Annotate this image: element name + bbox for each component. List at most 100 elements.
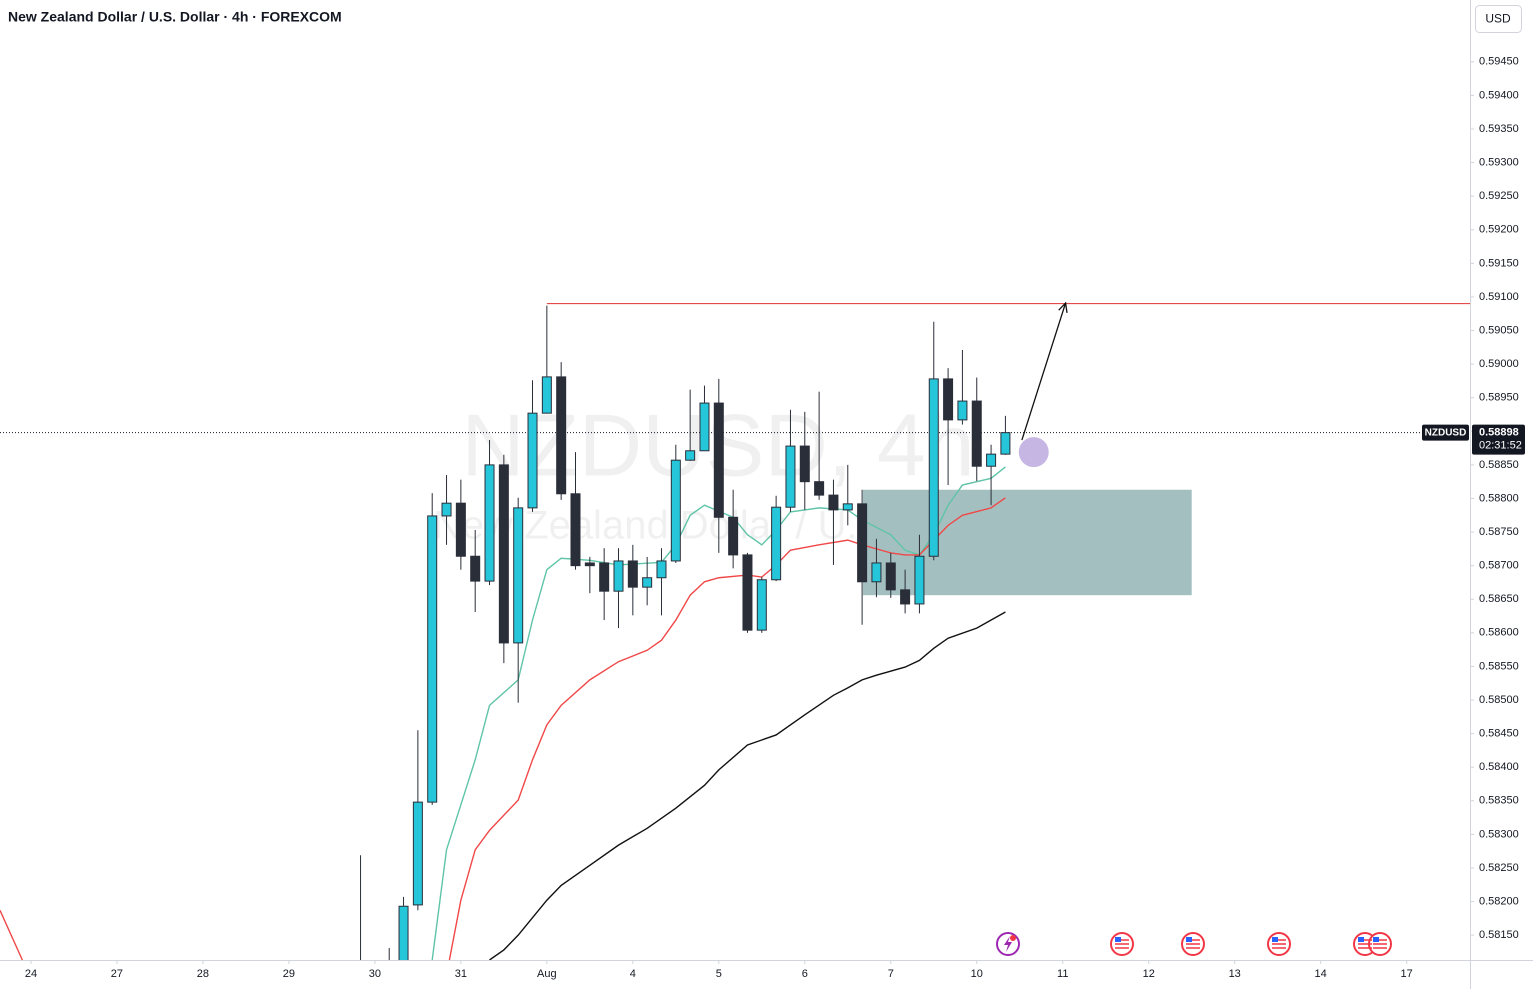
x-tick-label: 12: [1143, 968, 1155, 980]
chart-title: New Zealand Dollar / U.S. Dollar · 4h · …: [8, 9, 342, 25]
candle-body: [771, 506, 782, 581]
symbol-tag: [1422, 424, 1469, 441]
last-price-tag: [1472, 424, 1525, 455]
candle-body: [885, 562, 896, 591]
x-tick-label: 31: [455, 968, 467, 980]
x-tick-label: 27: [111, 968, 123, 980]
candle-body: [728, 516, 739, 556]
x-tick-label: 13: [1229, 968, 1241, 980]
candle-body: [427, 515, 438, 803]
x-tick-label: 4: [630, 968, 636, 980]
candle-body: [527, 412, 538, 509]
candle-body: [957, 400, 968, 421]
x-tick-label: 30: [369, 968, 381, 980]
candle-body: [642, 577, 653, 588]
event-badge: [1010, 935, 1016, 941]
last-price-label: 0.58898: [1479, 427, 1519, 439]
y-tick-label: 0.58250: [1479, 862, 1519, 874]
arrow-head: [1058, 301, 1068, 313]
x-tick-label: 5: [716, 968, 722, 980]
y-tick-label: 0.59000: [1479, 358, 1519, 370]
currency-button-frame[interactable]: [1475, 5, 1522, 33]
x-tick-label: 6: [802, 968, 808, 980]
event-icons: [996, 932, 1392, 956]
y-tick-label: 0.58600: [1479, 627, 1519, 639]
flag-icons: [1110, 932, 1392, 956]
candle-body: [412, 801, 423, 906]
candle-body: [656, 560, 667, 579]
candle-body: [871, 562, 882, 583]
projection-arrow: [1021, 302, 1067, 441]
candle-body: [900, 589, 911, 605]
candle-body: [685, 450, 696, 461]
currency-label[interactable]: USD: [1485, 12, 1511, 26]
y-tick-label: 0.58750: [1479, 526, 1519, 538]
y-tick-label: 0.59300: [1479, 156, 1519, 168]
y-tick-label: 0.58650: [1479, 593, 1519, 605]
y-tick-label: 0.59250: [1479, 190, 1519, 202]
y-tick-label: 0.58850: [1479, 459, 1519, 471]
y-tick-label: 0.58700: [1479, 560, 1519, 572]
y-tick-label: 0.59100: [1479, 291, 1519, 303]
candle-body: [857, 503, 868, 583]
candle-body: [613, 560, 624, 592]
candle-body: [742, 554, 753, 631]
plot: [0, 301, 1470, 960]
candle-body: [584, 562, 595, 567]
candle-body: [828, 494, 839, 511]
candle-body: [799, 445, 810, 483]
candle-body: [441, 502, 452, 517]
candle-body: [928, 378, 939, 557]
x-tick-label: 7: [888, 968, 894, 980]
y-tick-label: 0.59400: [1479, 89, 1519, 101]
event-icon-glyph: [1004, 936, 1012, 952]
candle-body: [699, 402, 710, 452]
candle-body: [713, 402, 724, 518]
currency-button[interactable]: USD: [1475, 5, 1522, 33]
y-tick-label: 0.58950: [1479, 392, 1519, 404]
candle-body: [814, 481, 825, 496]
candle-body: [943, 378, 954, 421]
candle-body: [484, 464, 495, 582]
countdown-label: 02:31:52: [1479, 440, 1522, 452]
y-tick-label: 0.59050: [1479, 324, 1519, 336]
y-tick-label: 0.58800: [1479, 492, 1519, 504]
y-tick-label: 0.58550: [1479, 660, 1519, 672]
y-tick-label: 0.58350: [1479, 795, 1519, 807]
candle-body: [541, 376, 552, 414]
candle-body: [914, 555, 925, 605]
y-tick-label: 0.59200: [1479, 224, 1519, 236]
candle-body: [398, 905, 409, 960]
x-tick-label: 28: [197, 968, 209, 980]
candle-body: [455, 502, 466, 557]
candle-body: [785, 445, 796, 508]
candle-body: [670, 459, 681, 562]
x-tick-label: 14: [1315, 968, 1327, 980]
candle-body: [470, 555, 481, 582]
y-tick-label: 0.59350: [1479, 123, 1519, 135]
candle-body: [498, 464, 509, 644]
candle-body: [570, 493, 581, 567]
x-tick-label: 10: [971, 968, 983, 980]
y-tick-label: 0.59150: [1479, 257, 1519, 269]
demand-zone: [862, 489, 1192, 596]
candle-body: [842, 503, 853, 511]
y-tick-label: 0.59450: [1479, 56, 1519, 68]
candle-body: [986, 453, 997, 467]
y-tick-label: 0.58200: [1479, 895, 1519, 907]
x-tick-label: 29: [283, 968, 295, 980]
x-tick-label: Aug: [537, 968, 557, 980]
candle-body: [556, 376, 567, 495]
symbol-tag-label: NZDUSD: [1425, 427, 1467, 438]
candle-body: [971, 400, 982, 467]
flag-stripes: [1115, 939, 1387, 949]
x-tick-label: 24: [25, 968, 37, 980]
y-tick-label: 0.58150: [1479, 929, 1519, 941]
candle-body: [513, 507, 524, 644]
moving-average: [489, 611, 1006, 960]
candle-body: [1000, 432, 1011, 455]
y-tick-label: 0.58500: [1479, 694, 1519, 706]
candle-body: [756, 579, 767, 631]
